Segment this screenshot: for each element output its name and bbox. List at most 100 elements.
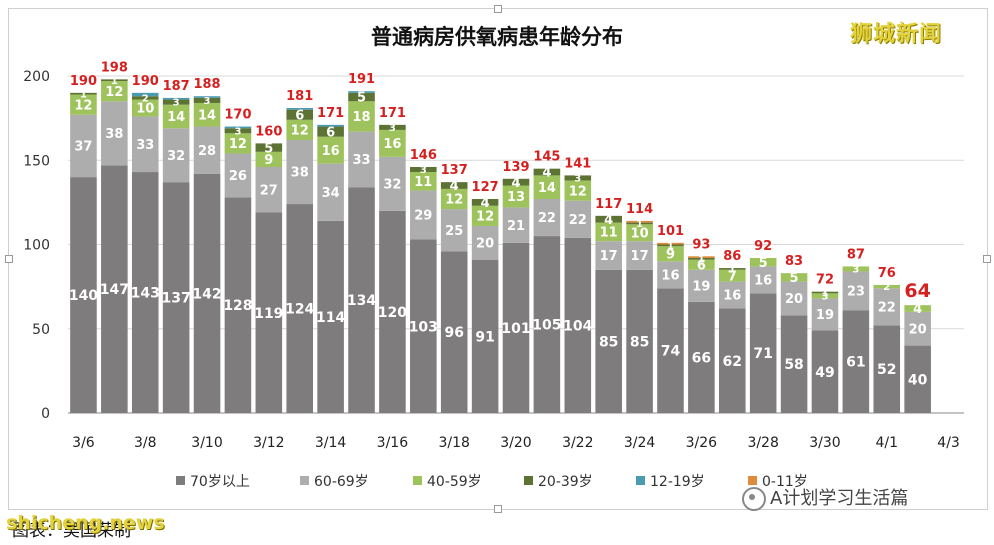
bar-segment (131, 99, 159, 117)
bar-segment (101, 79, 128, 82)
bar-segment (749, 257, 777, 267)
bar-total-label: 188 (193, 77, 220, 92)
segment-value-label: 34 (322, 186, 340, 201)
segment-value-label: 17 (631, 249, 649, 264)
bar-segment (718, 308, 746, 413)
segment-value-label: 6 (326, 125, 335, 140)
bar-total-label: 190 (70, 74, 97, 89)
bar-segment (379, 124, 406, 130)
bar-segment (688, 256, 715, 258)
bar-total-label: 170 (224, 108, 251, 123)
segment-value-label: 140 (69, 288, 98, 304)
bar-segment (131, 96, 159, 100)
bar-segment (564, 180, 592, 201)
segment-value-label: 6 (295, 108, 304, 123)
y-tick-label: 150 (23, 153, 50, 169)
resize-handle-bottom[interactable] (494, 505, 502, 513)
segment-value-label: 137 (162, 291, 191, 307)
resize-handle-top[interactable] (494, 5, 502, 13)
bar-segment (471, 205, 499, 226)
bar-segment (193, 96, 221, 98)
bar-segment (626, 224, 653, 242)
bar-segment (440, 188, 468, 210)
bar-segment (904, 345, 931, 413)
bar-total-label: 64 (904, 280, 930, 302)
segment-value-label: 12 (105, 85, 123, 100)
segment-value-label: 4 (913, 302, 922, 317)
bar-segment (502, 185, 530, 208)
bar-segment (873, 288, 901, 326)
bar-total-label: 87 (847, 247, 865, 262)
bar-segment (410, 166, 437, 173)
x-tick-label: 3/18 (438, 435, 469, 451)
bar-segment (379, 210, 406, 413)
bar-segment (873, 284, 901, 289)
y-tick-label: 200 (23, 69, 50, 85)
segment-value-label: 3 (852, 265, 859, 276)
segment-value-label: 16 (383, 137, 401, 152)
segment-value-label: 9 (666, 247, 675, 262)
bar-total-label: 72 (816, 273, 834, 288)
segment-value-label: 11 (600, 226, 618, 241)
segment-value-label: 3 (389, 123, 396, 134)
bar-segment (904, 311, 931, 346)
bar-total-label: 101 (657, 224, 684, 239)
bar-segment (410, 190, 437, 240)
segment-value-label: 3 (204, 96, 211, 107)
bar-segment (70, 177, 97, 413)
segment-value-label: 25 (445, 224, 463, 239)
segment-value-label: 71 (753, 346, 772, 362)
segment-value-label: 40 (908, 372, 928, 388)
segment-value-label: 6 (697, 258, 706, 273)
segment-value-label: 103 (409, 319, 438, 335)
bar-segment (162, 104, 190, 129)
segment-value-label: 16 (661, 269, 679, 284)
bar-segment (595, 269, 622, 413)
resize-handle-right[interactable] (983, 255, 991, 263)
segment-value-label: 58 (784, 357, 803, 373)
bar-segment (842, 310, 870, 413)
bar-segment (564, 200, 592, 238)
x-tick-label: 3/24 (624, 435, 656, 451)
x-tick-label: 3/22 (562, 435, 593, 451)
bar-segment (718, 268, 746, 270)
bar-segment (224, 133, 252, 154)
segment-value-label: 23 (847, 285, 865, 300)
bar-segment (657, 244, 684, 247)
x-tick-label: 4/3 (937, 435, 960, 451)
legend-swatch (748, 476, 757, 485)
segment-value-label: 14 (538, 181, 556, 196)
bar-segment (904, 305, 931, 312)
x-tick-label: 3/8 (134, 435, 157, 451)
segment-value-label: 12 (74, 98, 92, 113)
segment-value-label: 2 (883, 282, 890, 293)
segment-value-label: 32 (167, 149, 185, 164)
legend-label: 60-69岁 (314, 474, 369, 490)
segment-value-label: 17 (600, 249, 618, 264)
bar-segment (224, 128, 252, 134)
source-note: 图表：吴国荣制 (12, 521, 131, 541)
segment-value-label: 20 (476, 236, 494, 251)
resize-handle-left[interactable] (5, 255, 13, 263)
segment-value-label: 16 (322, 144, 340, 159)
x-tick-label: 3/14 (315, 435, 347, 451)
bar-segment (286, 140, 314, 205)
bar-total-label: 92 (754, 239, 772, 254)
segment-value-label: 16 (754, 274, 772, 289)
bar-segment (440, 251, 468, 413)
bar-total-label: 93 (692, 237, 710, 252)
segment-value-label: 119 (254, 306, 283, 322)
bar-segment (70, 92, 97, 95)
bar-segment (162, 128, 190, 183)
bar-segment (842, 266, 870, 272)
segment-value-label: 37 (74, 140, 92, 155)
segment-value-label: 12 (569, 184, 587, 199)
bar-total-label: 171 (379, 106, 406, 121)
legend-swatch (636, 476, 645, 485)
segment-value-label: 18 (352, 110, 370, 125)
bar-segment (224, 153, 252, 198)
segment-value-label: 134 (347, 293, 376, 309)
segment-value-label: 85 (599, 334, 618, 350)
bar-total-label: 114 (626, 202, 653, 217)
segment-value-label: 28 (198, 144, 216, 159)
